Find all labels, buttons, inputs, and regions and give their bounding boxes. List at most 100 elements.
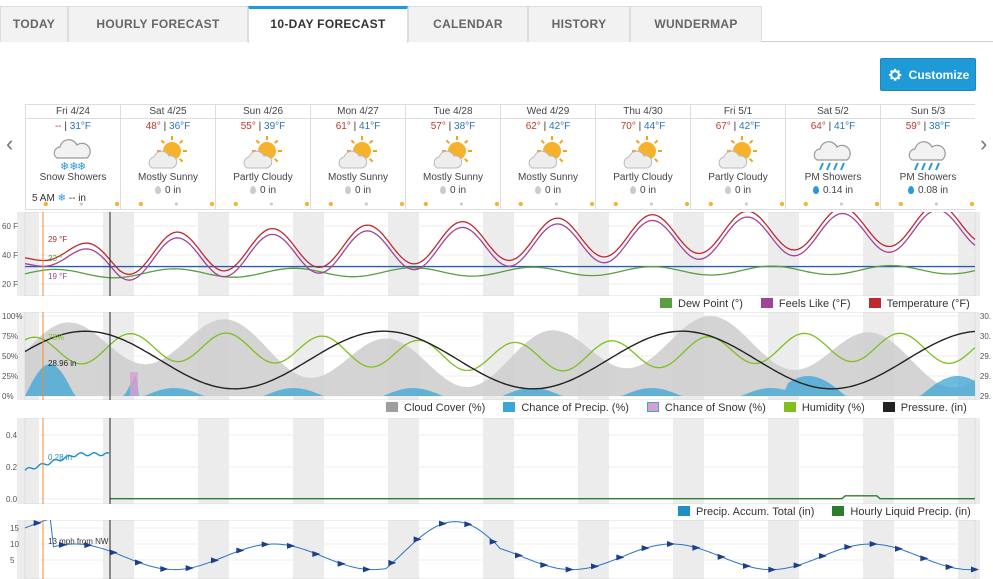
y-tick-label: 15: [10, 524, 19, 533]
wind-direction-arrow-icon: [388, 559, 397, 566]
y-tick-label: 29.: [980, 372, 991, 381]
day-date: Fri 4/24: [26, 105, 120, 119]
y-tick-label: 75%: [2, 332, 18, 341]
day-column[interactable]: Sun 4/26 55° | 39°F Partly Cloudy 0 in: [215, 105, 310, 209]
wind-direction-arrow-icon: [109, 549, 118, 556]
night-band: [17, 520, 39, 579]
legend-cloud-cover[interactable]: Cloud Cover (%): [386, 402, 485, 414]
wind-direction-arrow-icon: [667, 541, 675, 548]
night-band: [587, 520, 609, 579]
legend-pressure[interactable]: Pressure. (in): [882, 402, 967, 414]
accum-readout: 0.28 in: [48, 453, 72, 462]
wind-direction-arrow-icon: [160, 565, 169, 572]
tab-wundermap[interactable]: WUNDERMAP: [630, 6, 762, 42]
sun-cloud-icon: [243, 136, 282, 169]
y-tick-label: 30.: [980, 312, 991, 321]
day-temps: 70° | 44°F: [620, 121, 666, 132]
svg-text:❄❄: ❄❄: [60, 160, 78, 172]
legend-chance-snow[interactable]: Chance of Snow (%): [646, 402, 766, 414]
y-tick-label: 40 F: [2, 251, 18, 260]
legend-hourly-liquid[interactable]: Hourly Liquid Precip. (in): [832, 506, 971, 518]
day-date: Thu 4/30: [596, 105, 690, 119]
cloud-humidity-chart: 100% 30. 75% 30. 50% 29. 25% 29. 0% 29. 78% 28.96 i…: [2, 312, 991, 400]
day-column[interactable]: Mon 4/27 61° | 41°F Mostly Sunny 0 in: [310, 105, 405, 209]
chart-frame: [24, 520, 976, 579]
wind-direction-arrow-icon: [135, 559, 143, 566]
customize-label: Customize: [908, 67, 970, 82]
wind-direction-arrow-icon: [869, 541, 878, 548]
day-precip: 0 in: [596, 185, 690, 196]
raindrop-icon: [534, 186, 541, 194]
wind-direction-arrow-icon: [920, 555, 929, 562]
night-band: [682, 212, 704, 296]
legend-feels-like[interactable]: Feels Like (°F): [760, 298, 851, 310]
day-column[interactable]: Fri 4/24 -- | 31°F ❄❄ ❄ Snow Showers 5 AM ❄ -…: [25, 105, 120, 209]
day-precip: 0 in: [311, 185, 405, 196]
y-tick-label: 29.: [980, 352, 991, 361]
wind-direction-arrow-icon: [717, 553, 726, 560]
y-tick-label: 0.0: [6, 495, 18, 504]
legend-chance-precip[interactable]: Chance of Precip. (%): [503, 402, 629, 414]
day-column[interactable]: Tue 4/28 57° | 38°F Mostly Sunny 0 in: [405, 105, 500, 209]
day-column[interactable]: Sat 4/25 48° | 36°F Mostly Sunny 0 in: [120, 105, 215, 209]
wind-direction-arrow-icon: [363, 566, 371, 573]
day-date: Sat 5/2: [786, 105, 880, 119]
sun-phase-dots: [518, 201, 595, 207]
night-band: [777, 418, 799, 504]
legend-temperature[interactable]: Temperature (°F): [868, 298, 970, 310]
customize-button[interactable]: Customize: [880, 58, 976, 91]
tab-history[interactable]: HISTORY: [528, 6, 630, 42]
wind-direction-arrow-icon: [819, 552, 827, 559]
humidity-readout: 78%: [48, 333, 64, 342]
y-tick-label: 60 F: [2, 222, 18, 231]
tab-hourly-forecast[interactable]: HOURLY FORECAST: [68, 6, 248, 42]
wind-direction-arrow-icon: [464, 521, 473, 528]
tab-calendar[interactable]: CALENDAR: [408, 6, 528, 42]
legend-dew-point[interactable]: Dew Point (°): [660, 298, 743, 310]
legend-humidity[interactable]: Humidity (%): [783, 402, 865, 414]
wind-direction-arrow-icon: [971, 566, 979, 573]
day-date: Fri 5/1: [691, 105, 785, 119]
y-tick-label: 0.4: [6, 431, 18, 440]
day-column[interactable]: Fri 5/1 67° | 42°F Partly Cloudy 0 in: [690, 105, 785, 209]
night-band: [302, 212, 324, 296]
temperature-chart: 60 F 40 F 20 F 29 °F 23 ° 19 °F: [2, 212, 980, 296]
wind-direction-arrow-icon: [515, 552, 523, 559]
y-tick-label: 100%: [2, 312, 22, 321]
night-band: [872, 212, 894, 296]
raindrop-icon: [439, 186, 446, 194]
legend-precip-accum[interactable]: Precip. Accum. Total (in): [678, 506, 814, 518]
night-band: [207, 418, 229, 504]
wind-direction-arrow-icon: [261, 541, 270, 548]
feels-like-line: [24, 212, 976, 281]
day-precip: 0 in: [216, 185, 310, 196]
previous-arrow-icon[interactable]: ‹: [6, 131, 14, 156]
wind-direction-arrow-icon: [413, 536, 422, 543]
day-column[interactable]: Sat 5/2 64° | 41°F PM Showers 0.14 in: [785, 105, 880, 209]
next-arrow-icon[interactable]: ›: [980, 131, 988, 156]
day-column[interactable]: Sun 5/3 59° | 38°F PM Showers 0.08 in: [880, 105, 975, 209]
night-band: [872, 520, 894, 579]
wind-direction-arrow-icon: [337, 560, 346, 567]
tab-today[interactable]: TODAY: [0, 6, 68, 42]
day-column[interactable]: Thu 4/30 70° | 44°F Partly Cloudy 0 in: [595, 105, 690, 209]
sun-phase-dots: [708, 201, 785, 207]
night-band: [397, 212, 419, 296]
gear-icon: [888, 68, 902, 81]
sun-phase-dots: [43, 201, 120, 207]
wind-direction-arrow-icon: [59, 541, 67, 548]
tab-10-day-forecast[interactable]: 10-DAY FORECAST: [248, 6, 408, 43]
wind-direction-arrow-icon: [945, 564, 954, 571]
day-date: Mon 4/27: [311, 105, 405, 119]
wind-chart: 15 10 5 13 mph from NW: [10, 520, 980, 579]
wind-direction-arrow-icon: [84, 542, 93, 549]
day-condition: PM Showers: [804, 172, 862, 183]
raindrop-icon: [907, 186, 914, 194]
cloud-cover-area: [25, 316, 975, 396]
day-condition: Mostly Sunny: [517, 172, 579, 183]
day-column[interactable]: Wed 4/29 62° | 42°F Mostly Sunny 0 in: [500, 105, 595, 209]
sun-phase-dots: [803, 201, 880, 207]
wind-direction-arrow-icon: [185, 565, 194, 572]
day-strip: Fri 4/24 -- | 31°F ❄❄ ❄ Snow Showers 5 AM ❄ -…: [25, 104, 975, 210]
